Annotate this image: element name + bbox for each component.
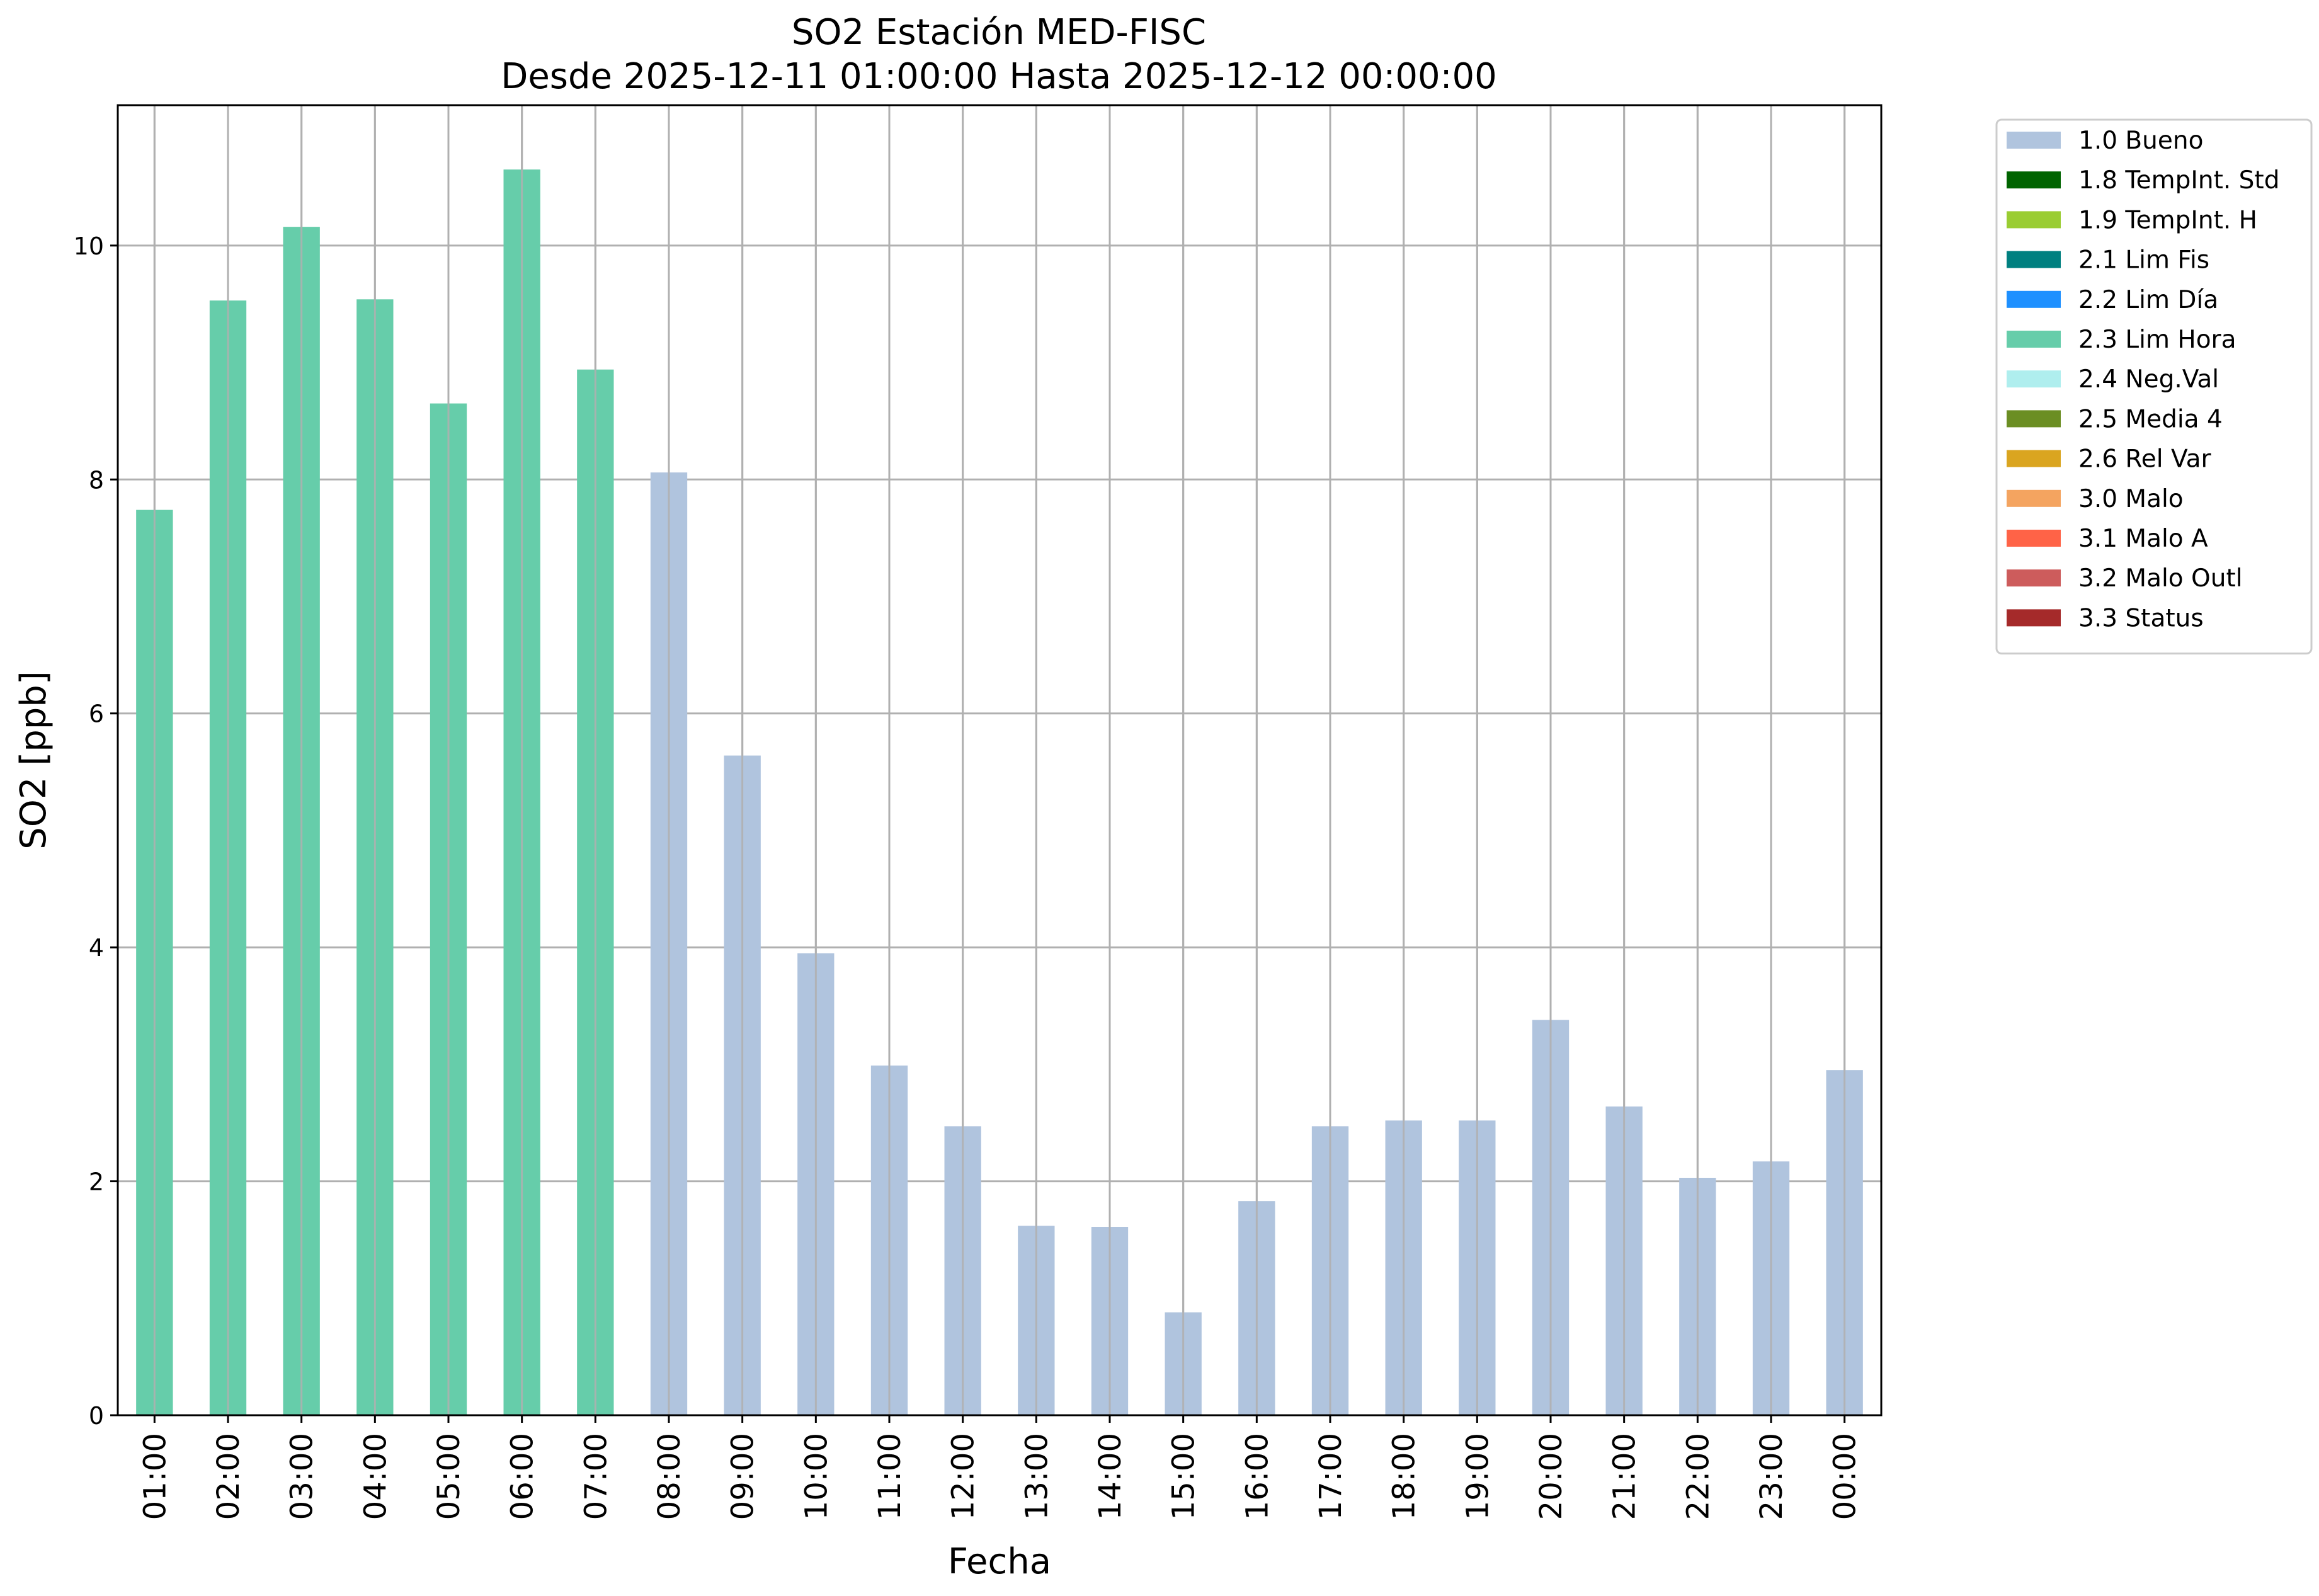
chart-subtitle: Desde 2025-12-11 01:00:00 Hasta 2025-12-… (501, 56, 1497, 97)
legend-swatch (2007, 530, 2061, 547)
x-tick-label: 15:00 (1166, 1433, 1202, 1520)
legend-label: 1.8 TempInt. Std (2078, 166, 2279, 195)
bars (136, 169, 1863, 1416)
legend-swatch (2007, 489, 2061, 507)
x-tick-label: 19:00 (1460, 1433, 1495, 1520)
legend-label: 1.0 Bueno (2078, 127, 2203, 155)
legend-label: 3.3 Status (2078, 604, 2204, 632)
x-tick-label: 20:00 (1534, 1433, 1569, 1520)
x-tick-label: 08:00 (652, 1433, 687, 1520)
y-tick-label: 6 (89, 700, 104, 728)
x-tick-label: 17:00 (1313, 1433, 1348, 1520)
x-tick-label: 07:00 (578, 1433, 613, 1520)
legend-swatch (2007, 450, 2061, 467)
grid-lines-overlay (153, 105, 1846, 1415)
legend-label: 2.4 Neg.Val (2078, 365, 2219, 394)
x-tick-label: 05:00 (431, 1433, 467, 1520)
x-axis-ticks: 01:00 02:00 03:00 04:00 05:00 06:00 07:00 08:00… (137, 1415, 1863, 1520)
x-tick-label: 09:00 (726, 1433, 761, 1520)
legend-label: 2.1 Lim Fis (2078, 246, 2209, 275)
legend-swatch (2007, 331, 2061, 348)
legend-label: 2.5 Media 4 (2078, 405, 2223, 433)
x-tick-label: 03:00 (285, 1433, 320, 1520)
legend-swatch (2007, 569, 2061, 587)
x-tick-label: 23:00 (1754, 1433, 1789, 1520)
legend-frame (1995, 118, 2313, 655)
x-tick-label: 04:00 (358, 1433, 393, 1520)
x-tick-label: 11:00 (872, 1433, 908, 1520)
legend-swatch (2007, 410, 2061, 428)
x-tick-label: 13:00 (1019, 1433, 1054, 1520)
x-tick-label: 16:00 (1239, 1433, 1275, 1520)
y-tick-label: 10 (74, 232, 104, 260)
x-tick-label: 22:00 (1680, 1433, 1716, 1520)
x-tick-label: 18:00 (1387, 1433, 1422, 1520)
plot-frame (117, 104, 1883, 1416)
x-tick-label: 06:00 (505, 1433, 540, 1520)
x-tick-label: 12:00 (946, 1433, 981, 1520)
x-tick-label: 14:00 (1093, 1433, 1128, 1520)
x-axis-label: Fecha (948, 1541, 1051, 1582)
legend-swatch (2007, 370, 2061, 388)
legend-swatch (2007, 171, 2061, 189)
legend-swatch (2007, 609, 2061, 627)
chart-title: SO2 Estación MED-FISC (792, 12, 1206, 53)
legend-swatch (2007, 132, 2061, 149)
legend-label: 2.3 Lim Hora (2078, 326, 2236, 354)
legend-label: 3.2 Malo Outl (2078, 564, 2243, 593)
legend-label: 3.1 Malo A (2078, 525, 2208, 553)
y-tick-label: 8 (89, 466, 104, 494)
y-tick-label: 0 (89, 1402, 104, 1430)
legend: 1.0 Bueno 1.8 TempInt. Std 1.9 TempInt. H 2… (1995, 118, 2313, 655)
legend-label: 3.0 Malo (2078, 485, 2184, 513)
x-tick-label: 01:00 (137, 1433, 173, 1520)
y-tick-label: 4 (89, 934, 104, 962)
y-axis-label: SO2 [ppb] (13, 671, 54, 849)
legend-swatch (2007, 251, 2061, 268)
y-axis-ticks: 0 2 4 6 8 10 (74, 232, 118, 1430)
x-tick-label: 02:00 (211, 1433, 246, 1520)
legend-swatch (2007, 211, 2061, 229)
x-tick-label: 21:00 (1607, 1433, 1643, 1520)
legend-label: 1.9 TempInt. H (2078, 206, 2257, 234)
legend-swatch (2007, 290, 2061, 308)
x-tick-label: 10:00 (799, 1433, 834, 1520)
legend-label: 2.2 Lim Día (2078, 286, 2218, 314)
y-tick-label: 2 (89, 1168, 104, 1196)
x-tick-label: 00:00 (1828, 1433, 1863, 1520)
legend-label: 2.6 Rel Var (2078, 445, 2212, 474)
